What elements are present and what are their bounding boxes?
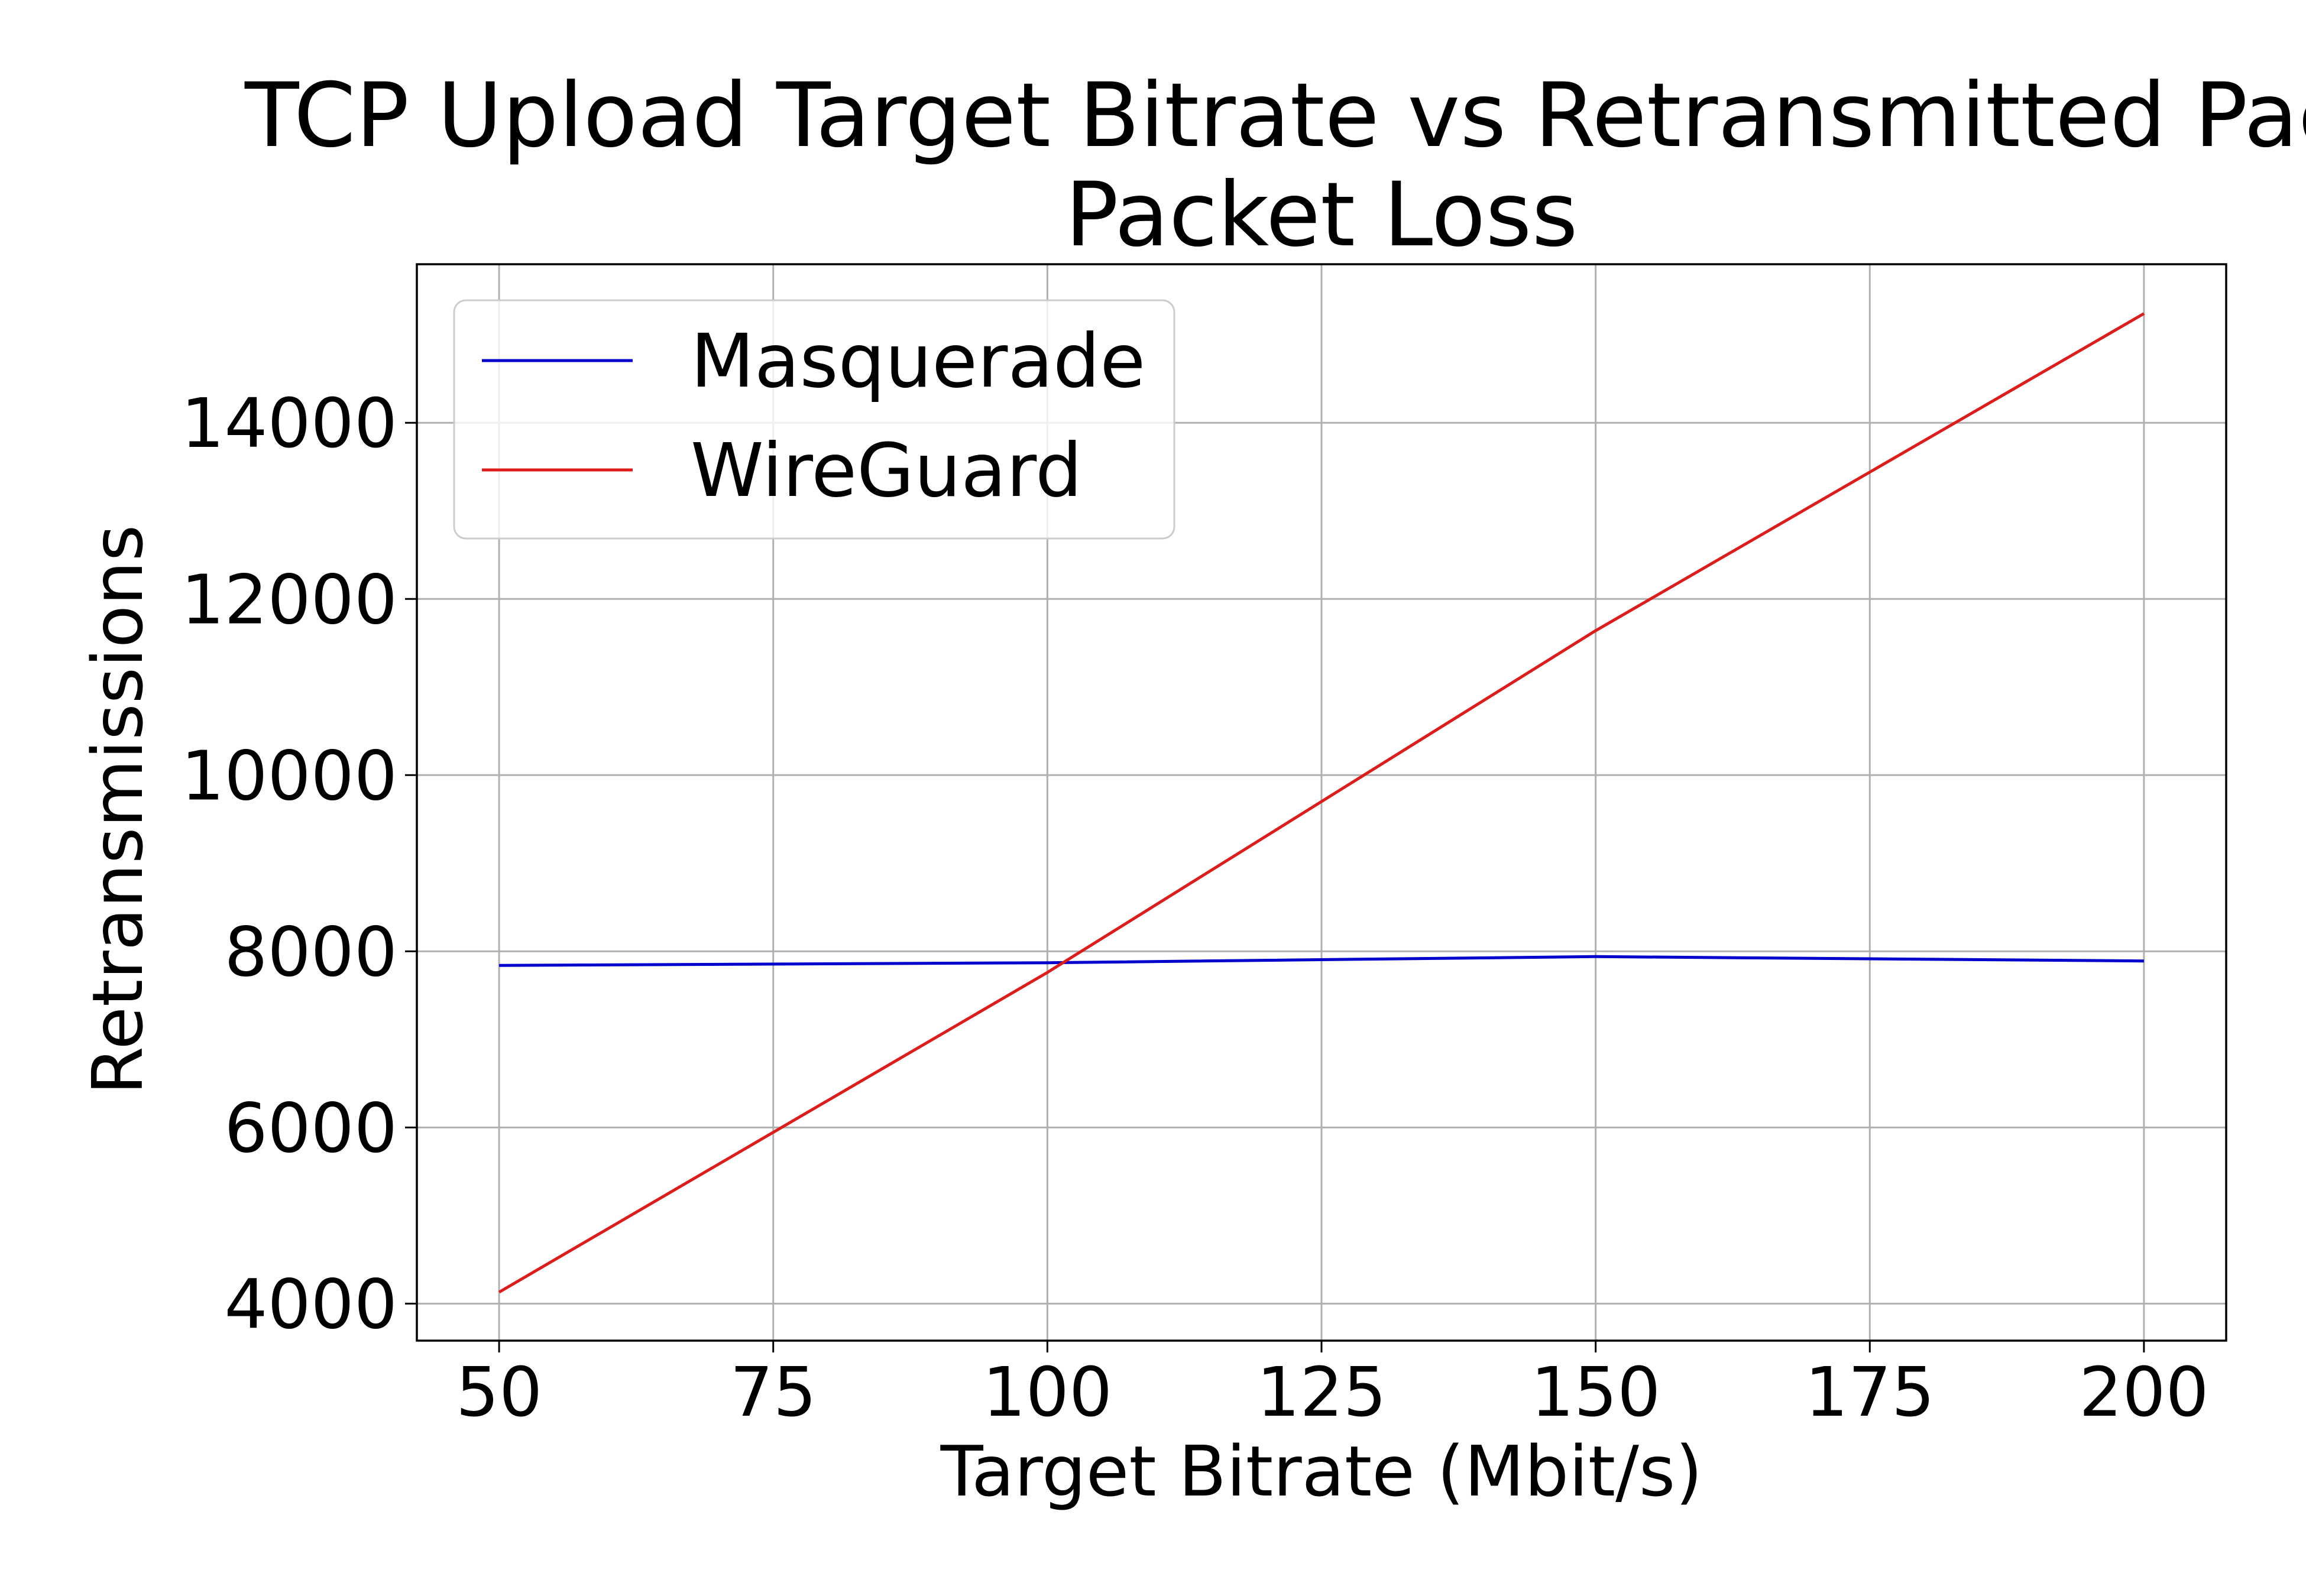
x-tick-label: 125 (1256, 1353, 1387, 1432)
y-tick-label: 10000 (181, 737, 397, 816)
x-tick-label: 100 (983, 1353, 1113, 1432)
x-axis-label: Target Bitrate (Mbit/s) (940, 1430, 1703, 1512)
y-tick-label: 4000 (224, 1265, 397, 1344)
grid-lines (417, 264, 2226, 1341)
legend: Masquerade WireGuard (453, 299, 1175, 540)
y-tick-label: 14000 (181, 384, 397, 463)
x-tick-label: 75 (730, 1353, 817, 1432)
y-axis-ticks: 4000 6000 8000 10000 12000 14000 (181, 384, 417, 1344)
y-tick-label: 8000 (224, 913, 397, 992)
chart-title: TCP Upload Target Bitrate vs Retransmitt… (244, 64, 2306, 267)
chart-title-line-1: TCP Upload Target Bitrate vs Retransmitt… (244, 64, 2306, 167)
chart-title-line-2: Packet Loss (1065, 164, 1578, 267)
y-axis-label: Retransmissions (77, 525, 158, 1095)
y-tick-label: 6000 (224, 1089, 397, 1168)
series-line-wireguard (498, 312, 2145, 1294)
legend-box (453, 299, 1175, 540)
series-line-masquerade (499, 955, 2144, 967)
x-tick-label: 175 (1805, 1353, 1935, 1432)
legend-label: Masquerade (691, 319, 1145, 404)
x-tick-label: 150 (1531, 1353, 1661, 1432)
y-tick-label: 12000 (181, 560, 397, 640)
x-axis-ticks: 50 75 100 125 150 175 200 (456, 1341, 2209, 1432)
series-lines (498, 312, 2145, 1294)
legend-label: WireGuard (691, 428, 1082, 514)
x-tick-label: 50 (456, 1353, 542, 1432)
x-tick-label: 200 (2079, 1353, 2209, 1432)
